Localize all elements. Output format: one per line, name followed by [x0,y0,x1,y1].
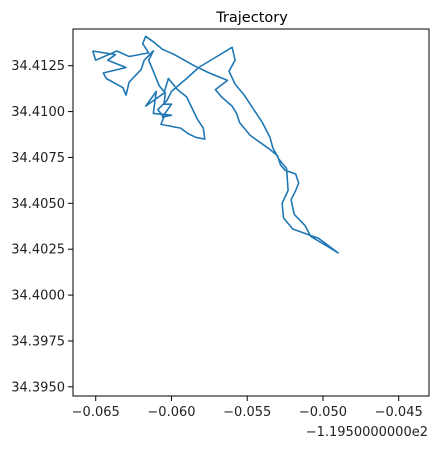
series-layer [91,35,339,254]
x-tick-label: −0.060 [147,405,195,420]
x-tick-label: −0.050 [299,405,347,420]
x-tick-label: −0.045 [375,405,423,420]
x-axis: −0.065 −0.060 −0.055 −0.050 −0.045 [72,396,423,420]
y-tick-label: 34.4000 [11,289,65,304]
y-tick-label: 34.3950 [11,380,65,395]
x-tick-label: −0.055 [223,405,271,420]
y-tick-label: 34.3975 [11,334,65,349]
plot-frame [72,28,430,397]
y-tick-label: 34.4050 [11,197,65,212]
y-tick-label: 34.4075 [11,151,65,166]
chart-title: Trajectory [215,10,288,26]
y-tick-label: 34.4100 [11,105,65,120]
y-tick-label: 34.4025 [11,243,65,258]
y-tick-label: 34.4125 [11,59,65,74]
y-axis: 34.3950 34.3975 34.4000 34.4025 34.4050 34.40… [11,59,73,395]
x-offset-label: −1.1950000000e2 [306,425,428,440]
trajectory-line [91,35,339,254]
x-tick-label: −0.065 [72,405,120,420]
